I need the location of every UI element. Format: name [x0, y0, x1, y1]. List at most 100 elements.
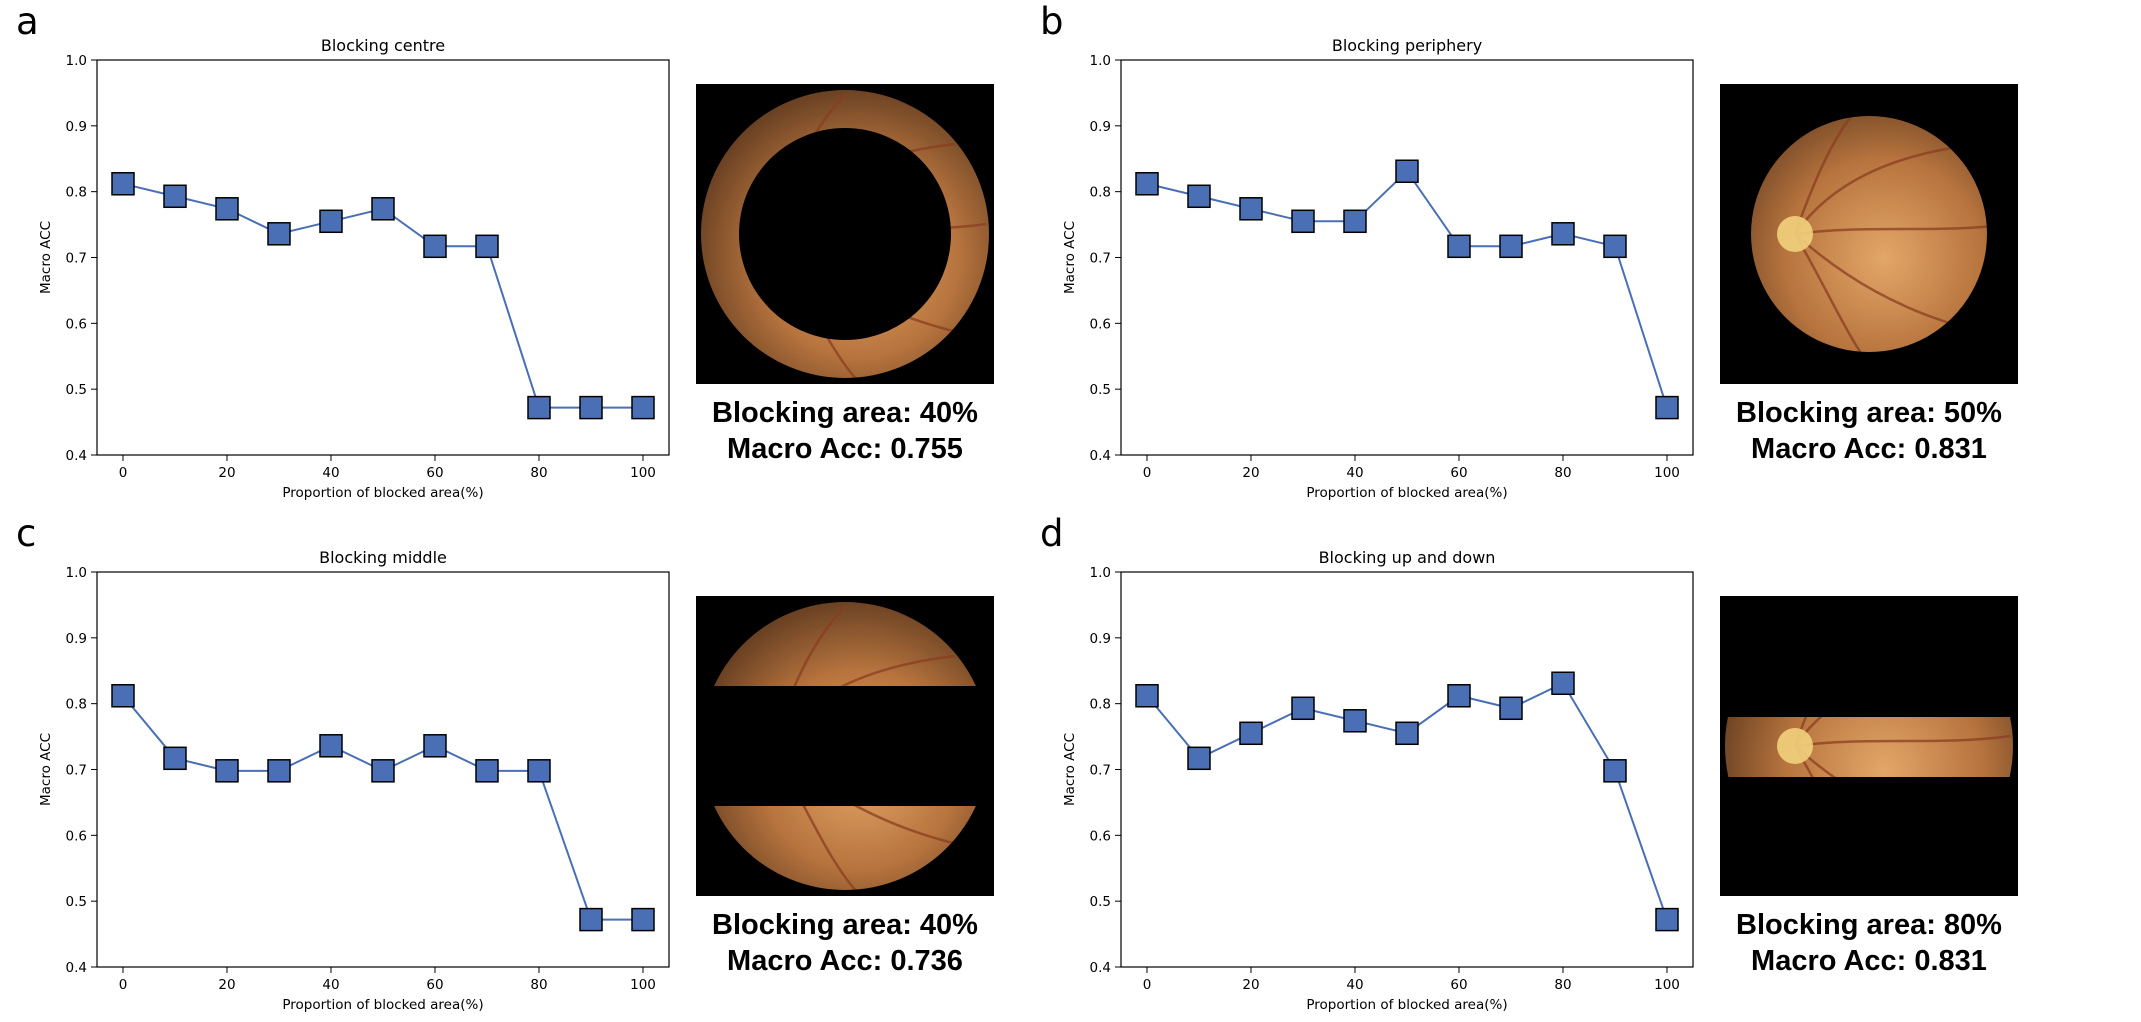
y-tick-label: 0.6	[66, 828, 87, 844]
x-tick-label: 60	[426, 465, 443, 481]
line-chart: Blocking periphery 0.4 0.5 0.6 0.7 0.8 0.9 1.0 0…	[1062, 36, 1694, 501]
data-point	[1343, 209, 1367, 234]
y-tick-label: 0.9	[1090, 631, 1111, 647]
data-point	[1291, 209, 1315, 234]
y-tick-label: 0.5	[1090, 382, 1111, 398]
panel-letter: d	[1040, 512, 1064, 555]
y-tick-label: 0.9	[1090, 119, 1111, 135]
y-axis-label: Macro ACC	[1062, 733, 1078, 806]
vessel	[1794, 222, 2011, 236]
caption-macro-acc: Macro Acc: 0.831	[1751, 945, 1987, 977]
panel-b: b Blocking periphery 0.4 0.5 0.6 0.7 0.8 0.9 1.…	[1024, 0, 2044, 501]
blocked-region	[1720, 596, 2018, 717]
x-tick-label: 20	[218, 977, 235, 993]
data-point	[475, 234, 499, 259]
data-point	[1655, 395, 1679, 420]
x-tick-label: 80	[1554, 977, 1571, 993]
y-tick-label: 1.0	[1090, 565, 1111, 581]
x-tick-label: 60	[426, 977, 443, 993]
vessel	[1794, 734, 2011, 748]
x-axis-label: Proportion of blocked area(%)	[1306, 997, 1507, 1013]
data-point	[1187, 746, 1211, 771]
panel-letter: b	[1040, 0, 1064, 43]
data-point	[1343, 709, 1367, 733]
caption-macro-acc: Macro Acc: 0.736	[727, 945, 963, 977]
x-tick-label: 100	[630, 465, 656, 481]
y-axis-label: Macro ACC	[1062, 221, 1078, 294]
data-point	[111, 172, 135, 196]
chart-title: Blocking middle	[319, 548, 447, 567]
x-tick-label: 20	[1242, 977, 1259, 993]
data-point	[579, 395, 603, 420]
data-point	[267, 759, 291, 783]
data-point	[1239, 197, 1263, 221]
data-point	[1187, 184, 1211, 209]
caption: Blocking area: 50% Macro Acc: 0.831	[1664, 395, 2074, 467]
data-point	[267, 222, 291, 246]
x-tick-label: 20	[1242, 465, 1259, 481]
line-chart: Blocking up and down 0.4 0.5 0.6 0.7 0.8 0.9 1.…	[1062, 548, 1694, 1013]
data-point	[1239, 721, 1263, 746]
x-axis-label: Proportion of blocked area(%)	[282, 485, 483, 501]
x-tick-label: 40	[1346, 977, 1363, 993]
x-tick-label: 100	[630, 977, 656, 993]
y-tick-label: 0.7	[1090, 251, 1111, 267]
optic-disc	[1777, 728, 1813, 764]
y-tick-label: 0.6	[1090, 828, 1111, 844]
x-tick-label: 40	[1346, 465, 1363, 481]
plot-frame	[1120, 59, 1694, 456]
x-tick-label: 100	[1654, 465, 1680, 481]
data-point	[1447, 234, 1471, 259]
caption-blocking-area: Blocking area: 50%	[1736, 397, 2002, 429]
chart-title: Blocking up and down	[1319, 548, 1496, 567]
y-tick-label: 0.8	[1090, 185, 1111, 201]
y-tick-label: 0.7	[1090, 763, 1111, 779]
optic-disc	[1777, 216, 1813, 252]
data-point	[1551, 671, 1575, 696]
fundus-image	[1720, 596, 2018, 896]
y-tick-label: 1.0	[66, 53, 87, 69]
y-tick-label: 0.5	[66, 894, 87, 910]
data-point	[319, 209, 343, 234]
data-point	[371, 197, 395, 221]
panel-letter: c	[16, 512, 37, 555]
y-tick-label: 1.0	[66, 565, 87, 581]
data-point	[1603, 234, 1627, 259]
caption: Blocking area: 40% Macro Acc: 0.755	[640, 395, 1050, 467]
y-axis-label: Macro ACC	[38, 733, 54, 806]
caption-macro-acc: Macro Acc: 0.755	[727, 433, 963, 465]
caption-blocking-area: Blocking area: 80%	[1736, 909, 2002, 941]
y-tick-label: 0.6	[66, 316, 87, 332]
line-chart: Blocking centre 0.4 0.5 0.6 0.7 0.8 0.9 1.0 0 20 4…	[38, 36, 670, 501]
x-tick-label: 0	[119, 977, 128, 993]
series-line	[122, 695, 643, 921]
x-tick-label: 40	[322, 977, 339, 993]
caption-blocking-area: Blocking area: 40%	[712, 397, 978, 429]
fundus-svg	[1720, 84, 2018, 384]
data-point	[631, 395, 655, 420]
x-tick-label: 80	[530, 465, 547, 481]
line-chart: Blocking middle 0.4 0.5 0.6 0.7 0.8 0.9 1.0 0 20 4…	[38, 548, 670, 1013]
chart-title: Blocking centre	[321, 36, 445, 55]
y-tick-label: 0.7	[66, 251, 87, 267]
fundus-image	[696, 84, 994, 384]
data-point	[163, 184, 187, 209]
y-tick-label: 0.8	[1090, 697, 1111, 713]
data-point	[527, 759, 551, 783]
data-point	[1603, 759, 1627, 783]
blocked-region	[1720, 84, 2018, 384]
data-point	[631, 907, 655, 932]
fundus-svg	[696, 602, 994, 890]
x-tick-label: 60	[1450, 465, 1467, 481]
y-tick-label: 1.0	[1090, 53, 1111, 69]
caption: Blocking area: 80% Macro Acc: 0.831	[1664, 907, 2074, 979]
y-tick-label: 0.9	[66, 631, 87, 647]
data-point	[215, 759, 239, 783]
fundus-image	[1720, 84, 2018, 384]
x-tick-label: 80	[530, 977, 547, 993]
data-point	[527, 395, 551, 420]
y-tick-label: 0.5	[1090, 894, 1111, 910]
x-tick-label: 0	[119, 465, 128, 481]
panel-c: c Blocking middle 0.4 0.5 0.6 0.7 0.8 0.9 1.0 0 2…	[0, 512, 1020, 1013]
data-point	[111, 684, 135, 708]
